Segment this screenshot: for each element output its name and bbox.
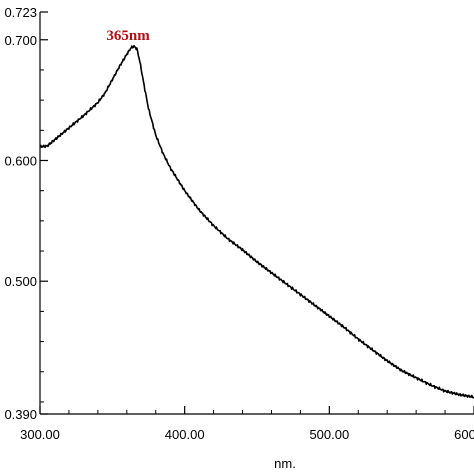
axes	[39, 12, 474, 415]
y-tick-label: 0.390	[4, 407, 37, 422]
y-tick-label: 0.500	[4, 274, 37, 289]
ticks	[39, 11, 474, 415]
tick-labels: 0.390 0.500 0.600 0.700 0.723 300.00 400.00 500…	[4, 5, 474, 442]
y-tick-label: 0.723	[4, 5, 37, 20]
x-tick-label: 400.00	[165, 427, 205, 442]
peak-annotation: 365nm	[106, 28, 150, 44]
x-tick-label: 500.00	[309, 427, 349, 442]
x-axis-label: nm.	[274, 456, 296, 471]
series-line	[39, 44, 474, 399]
y-tick-label: 0.700	[4, 33, 37, 48]
y-tick-label: 0.600	[4, 153, 37, 168]
x-tick-label: 600.00	[454, 427, 474, 442]
x-tick-label: 300.00	[20, 427, 60, 442]
